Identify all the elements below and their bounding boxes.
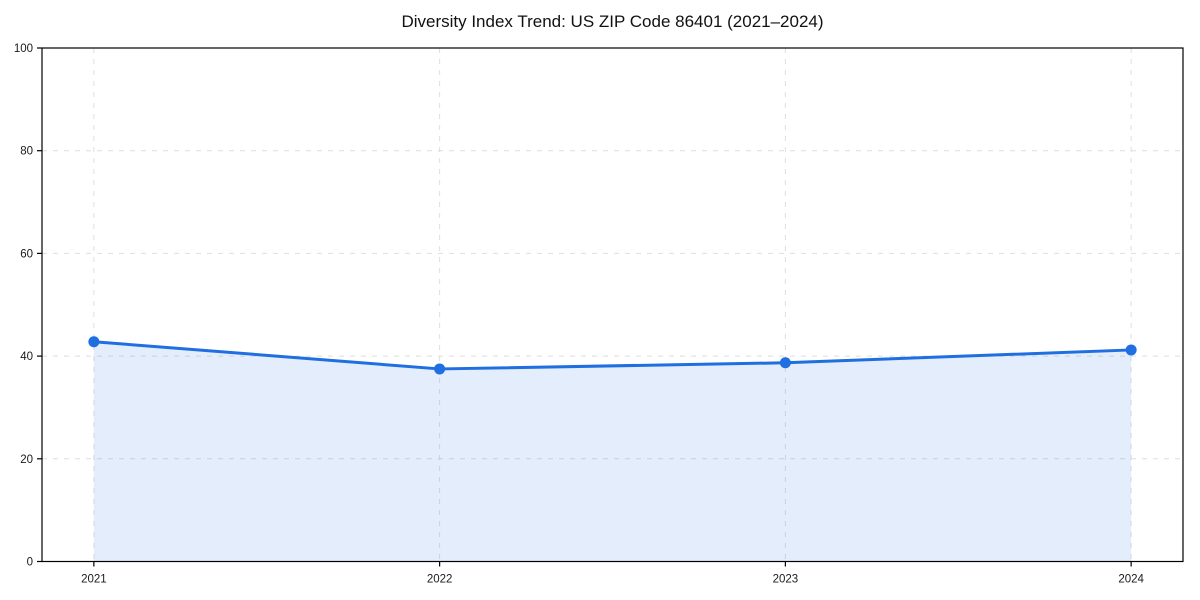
area-group — [93, 341, 1132, 562]
data-point-marker — [1125, 344, 1137, 356]
chart-title: Diversity Index Trend: US ZIP Code 86401… — [401, 12, 824, 31]
x-tick-label: 2024 — [1118, 574, 1144, 586]
gridlines-group — [42, 48, 1183, 562]
y-tick-label: 0 — [27, 557, 33, 569]
y-tick-label: 20 — [20, 454, 33, 466]
spines-group — [41, 47, 1184, 563]
x-tick-label: 2022 — [427, 574, 453, 586]
y-tick-label: 40 — [20, 351, 33, 363]
data-point-marker — [88, 336, 100, 348]
x-tick-label: 2023 — [773, 574, 799, 586]
y-tick-label: 60 — [20, 248, 33, 260]
data-point-marker — [434, 363, 446, 375]
y-tick-label: 80 — [20, 146, 33, 158]
ticks-group — [37, 47, 1132, 567]
x-tick-label: 2021 — [81, 574, 107, 586]
markers-group — [88, 336, 1137, 375]
y-tick-label: 100 — [14, 43, 33, 55]
data-point-marker — [779, 357, 791, 369]
tick-labels-group: 0 20 40 60 80 100 2021 2022 2023 2024 — [14, 43, 1145, 586]
line-group — [92, 340, 1133, 371]
series-area-fill — [93, 341, 1132, 562]
series-line — [92, 340, 1133, 371]
plot-border — [41, 47, 1184, 563]
